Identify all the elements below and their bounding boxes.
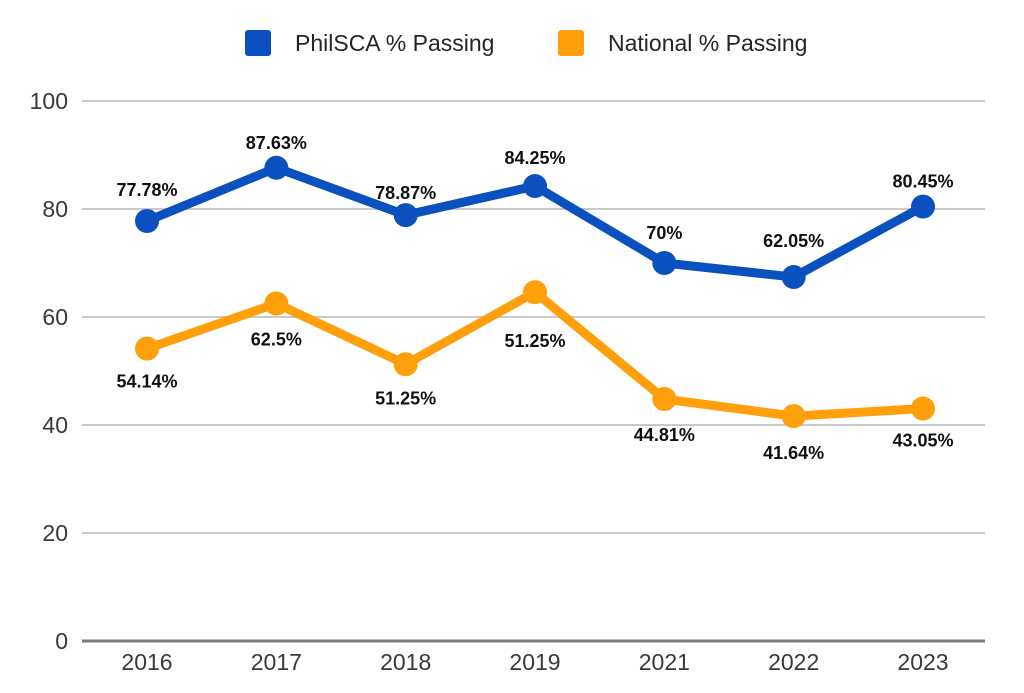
x-tick-label: 2019: [509, 649, 560, 675]
data-point-1-2: [393, 352, 418, 377]
legend-item-philsca: PhilSCA % Passing: [245, 29, 494, 57]
data-point-0-2: [393, 203, 418, 228]
data-point-0-3: [523, 174, 547, 199]
data-label-0-0: 77.78%: [116, 180, 177, 200]
y-tick-label: 20: [42, 520, 68, 546]
data-label-1-6: 43.05%: [892, 431, 953, 451]
y-tick-label: 40: [42, 412, 68, 438]
data-point-0-5: [781, 265, 806, 290]
series-line-1: [142, 287, 928, 421]
data-label-1-1: 62.5%: [251, 330, 302, 350]
y-tick-label: 80: [42, 196, 68, 222]
data-label-1-4: 44.81%: [634, 425, 695, 445]
data-label-1-3: 51.25%: [504, 331, 565, 351]
data-point-0-4: [652, 251, 677, 275]
data-point-1-3: [523, 280, 547, 305]
x-tick-label: 2022: [768, 649, 819, 675]
data-point-0-1: [264, 155, 289, 180]
national-legend-swatch-icon: [558, 30, 584, 56]
data-label-0-6: 80.45%: [892, 172, 953, 192]
x-tick-label: 2018: [380, 649, 431, 675]
legend-item-national: National % Passing: [558, 29, 807, 57]
x-tick-label: 2023: [897, 649, 948, 675]
data-point-1-6: [911, 396, 935, 421]
national-legend-label: National % Passing: [608, 29, 808, 56]
x-tick-label: 2017: [251, 649, 302, 675]
data-label-1-0: 54.14%: [116, 372, 177, 392]
data-label-0-1: 87.63%: [246, 133, 307, 153]
data-point-1-1: [264, 291, 289, 316]
data-point-0-6: [911, 194, 935, 219]
data-label-0-5: 62.05%: [763, 231, 824, 251]
data-label-1-2: 51.25%: [375, 388, 436, 408]
x-tick-label: 2021: [639, 649, 690, 675]
data-label-1-5: 41.64%: [763, 443, 824, 463]
y-tick-label: 60: [42, 304, 68, 330]
x-tick-label: 2016: [121, 649, 172, 675]
y-tick-label: 100: [30, 88, 68, 114]
data-label-0-2: 78.87%: [375, 183, 436, 203]
data-label-0-4: 70%: [646, 223, 682, 243]
data-label-0-3: 84.25%: [504, 148, 565, 168]
data-point-0-0: [135, 208, 159, 233]
philsca-legend-label: PhilSCA % Passing: [295, 29, 495, 56]
data-point-1-5: [781, 404, 806, 429]
philsca-legend-swatch-icon: [245, 30, 271, 56]
y-tick-label: 0: [55, 628, 68, 654]
data-point-1-0: [135, 336, 159, 361]
data-point-1-4: [652, 387, 677, 412]
